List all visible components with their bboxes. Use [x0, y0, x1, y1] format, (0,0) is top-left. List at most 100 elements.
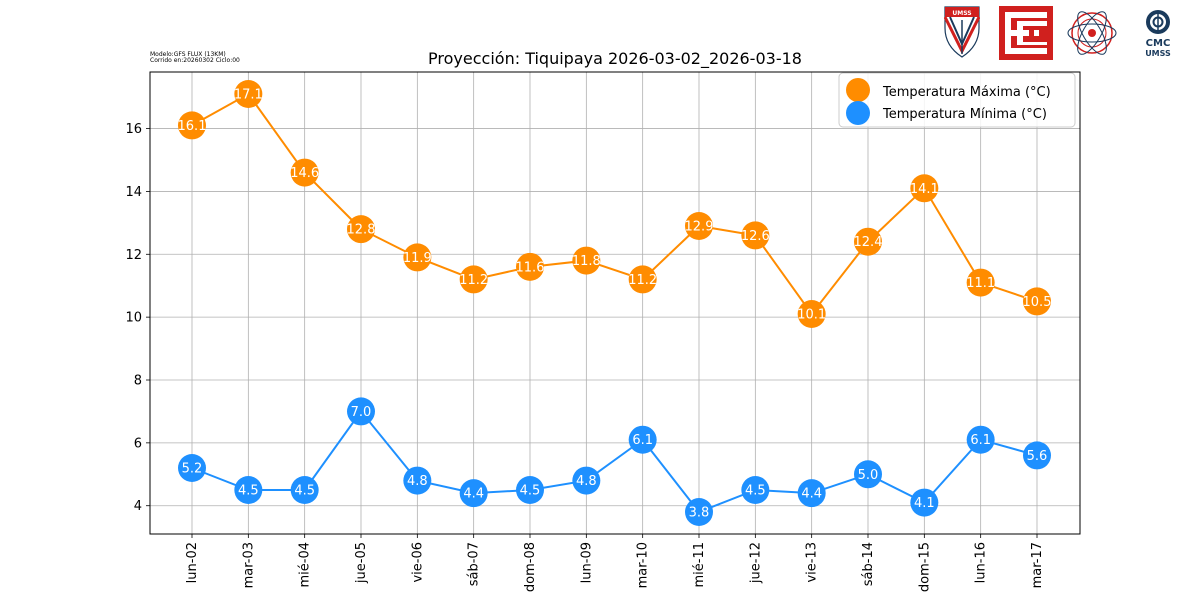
x-tick-label: jue-05 [354, 542, 369, 584]
legend-label-min: Temperatura Mínima (°C) [882, 107, 1047, 122]
x-tick-label: sáb-14 [861, 542, 876, 586]
data-point-min [910, 488, 939, 517]
data-label-min: 5.0 [858, 468, 879, 483]
data-point-max [290, 158, 319, 187]
data-label-max: 12.4 [854, 235, 883, 250]
data-point-max [685, 212, 713, 240]
data-point-min [516, 476, 544, 504]
data-label-max: 17.1 [234, 88, 263, 103]
data-point-max [347, 215, 375, 244]
legend-label-max: Temperatura Máxima (°C) [882, 85, 1051, 100]
data-point-max [910, 174, 939, 203]
legend-marker-min [846, 101, 870, 125]
data-point-min [628, 425, 657, 454]
data-label-max: 14.1 [910, 182, 939, 197]
data-label-max: 12.6 [741, 229, 770, 244]
data-label-min: 6.1 [970, 433, 991, 448]
data-label-min: 5.2 [182, 462, 203, 477]
data-label-max: 12.9 [685, 220, 714, 235]
data-point-min [741, 476, 770, 504]
x-tick-label: lun-02 [185, 542, 200, 583]
atom-seal-logo [1067, 6, 1117, 60]
y-tick-label: 8 [134, 374, 142, 389]
y-tick-label: 10 [125, 311, 142, 326]
legend-marker-max [846, 78, 870, 102]
run-info-text: Corrido en:20260302 Ciclo:00 [150, 57, 240, 64]
legend-frame [838, 72, 1076, 128]
data-label-max: 14.6 [290, 166, 319, 181]
umss-shield-logo: UMSS [943, 6, 981, 58]
data-label-max: 16.1 [178, 119, 207, 134]
data-label-max: 12.8 [347, 223, 376, 238]
chart-title: Proyección: Tiquipaya 2026-03-02_2026-03… [428, 49, 802, 69]
x-tick-label: vie-13 [805, 542, 820, 583]
data-point-max [459, 265, 488, 294]
x-tick-label: mar-17 [1030, 542, 1045, 588]
data-point-max [628, 265, 657, 294]
data-point-min [854, 460, 882, 489]
y-tick-label: 4 [134, 499, 142, 514]
data-label-max: 10.5 [1023, 295, 1052, 310]
chart-legend: Temperatura Máxima (°C) Temperatura Míni… [838, 72, 1076, 128]
x-tick-label: dom-08 [523, 542, 538, 592]
data-label-min: 3.8 [689, 506, 710, 521]
data-label-max: 11.2 [459, 273, 488, 288]
data-point-min [290, 476, 319, 504]
data-label-min: 4.8 [407, 474, 428, 489]
y-tick-label: 14 [125, 185, 142, 200]
x-tick-label: jue-12 [748, 542, 763, 584]
data-label-max: 11.2 [628, 273, 657, 288]
y-tick-label: 6 [134, 436, 142, 451]
data-point-min [459, 479, 488, 508]
data-point-max [516, 252, 544, 281]
series-line-max [191, 92, 1038, 316]
data-label-min: 4.5 [520, 484, 541, 499]
data-label-min: 7.0 [351, 405, 372, 420]
data-point-max [741, 221, 770, 250]
data-label-min: 4.5 [294, 484, 315, 499]
data-label-max: 11.6 [516, 260, 545, 275]
data-point-max [854, 227, 882, 256]
data-label-max: 11.9 [403, 251, 432, 266]
cmc-umss-logo: CMC UMSS [1138, 6, 1178, 58]
data-point-max [797, 300, 826, 328]
data-point-min [797, 479, 826, 508]
data-point-min [234, 476, 263, 504]
data-point-min [685, 498, 713, 526]
data-point-min [347, 397, 375, 426]
model-info-text: Modelo:GFS FLUX (13KM) [150, 51, 226, 58]
data-point-max [403, 243, 432, 272]
data-label-min: 5.6 [1027, 449, 1048, 464]
data-point-max [178, 111, 206, 140]
red-maze-logo [999, 6, 1053, 60]
data-label-min: 4.4 [463, 487, 484, 502]
y-tick-label: 12 [125, 248, 142, 263]
umss-shield-text: UMSS [952, 10, 971, 17]
x-tick-label: lun-16 [974, 542, 989, 583]
data-point-max [572, 246, 601, 275]
data-point-min [1023, 441, 1051, 470]
x-tick-label: mié-11 [692, 542, 707, 588]
data-label-min: 4.5 [238, 484, 259, 499]
data-label-min: 6.1 [632, 433, 653, 448]
x-tick-label: mié-04 [298, 542, 313, 588]
data-label-max: 11.1 [966, 276, 995, 291]
x-tick-label: mar-03 [241, 542, 256, 588]
data-label-min: 4.8 [576, 474, 597, 489]
cmc-logo-text: CMC [1146, 38, 1171, 49]
data-point-max [1023, 287, 1051, 316]
series-min: 5.2 4.5 4.5 7.0 4.8 4.4 4.5 4.8 6.1 3.8 4.5 4.4 5.0 4… [178, 397, 1051, 526]
data-point-max [234, 80, 263, 108]
y-tick-label: 16 [125, 122, 142, 137]
series-line-min [191, 409, 1038, 514]
series-max: 16.1 17.1 14.6 12.8 11.9 11.2 11.6 11.8 11.2 12.9… [178, 80, 1052, 328]
data-label-min: 4.1 [914, 496, 935, 511]
data-point-min [403, 466, 432, 495]
x-tick-label: lun-09 [579, 542, 594, 583]
cmc-org-text: UMSS [1145, 49, 1171, 58]
x-tick-label: vie-06 [410, 542, 425, 583]
data-label-min: 4.4 [801, 487, 822, 502]
x-tick-label: mar-10 [636, 542, 651, 588]
x-tick-label: sáb-07 [467, 542, 482, 586]
